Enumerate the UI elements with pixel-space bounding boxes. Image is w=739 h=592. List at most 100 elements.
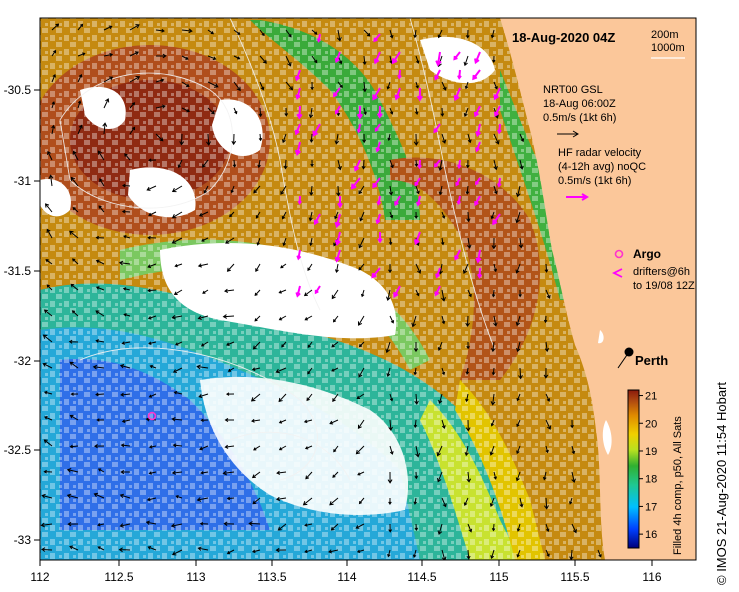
current-arrow: [283, 159, 288, 170]
current-arrow: [148, 158, 157, 162]
current-arrow: [490, 29, 495, 39]
current-arrow: [206, 133, 212, 146]
x-tick-label: 115.5: [560, 570, 589, 584]
current-arrow: [542, 471, 547, 481]
colorbar: 21 20 19 18 17 16: [627, 389, 657, 549]
current-arrow: [43, 390, 53, 395]
current-arrow: [278, 315, 287, 321]
current-arrow: [196, 364, 209, 370]
current-arrow: [230, 185, 235, 194]
current-arrow: [95, 310, 105, 317]
radar-arrow: [393, 285, 401, 298]
current-arrow: [309, 185, 314, 196]
current-arrow: [413, 497, 417, 505]
current-arrow: [118, 260, 131, 266]
current-arrow: [146, 185, 157, 191]
current-arrow: [356, 393, 365, 400]
current-arrow: [121, 419, 131, 423]
radar-arrow: [455, 177, 461, 187]
radar-arrow: [350, 177, 361, 190]
current-arrow: [77, 23, 84, 31]
current-arrow: [284, 107, 289, 117]
current-arrow: [545, 419, 552, 430]
current-arrow: [202, 159, 209, 168]
x-axis: 112 112.5 113 113.5 114 114.5 115 115.5 …: [30, 560, 662, 584]
current-arrow: [226, 263, 235, 272]
current-arrow: [281, 341, 287, 348]
current-arrow: [181, 107, 191, 113]
current-arrow: [175, 495, 183, 499]
current-arrow: [544, 341, 550, 353]
current-arrow: [146, 497, 157, 502]
current-arrow: [489, 445, 495, 456]
radar-arrow: [337, 195, 343, 209]
current-arrow: [465, 185, 470, 195]
current-arrow: [568, 497, 573, 505]
current-arrow: [463, 107, 469, 117]
current-arrow: [441, 367, 446, 376]
radar-arrow: [371, 267, 381, 279]
radar-arrow: [433, 159, 441, 168]
current-arrow: [302, 497, 313, 506]
current-arrow: [437, 341, 443, 351]
current-arrow: [466, 549, 471, 560]
current-arrow: [387, 471, 393, 484]
current-arrow: [518, 289, 522, 298]
current-arrow: [255, 211, 261, 219]
current-arrow: [250, 393, 261, 402]
current-arrow: [304, 549, 313, 554]
current-arrow: [304, 523, 313, 527]
current-arrow: [149, 364, 157, 369]
current-arrow: [385, 341, 391, 354]
current-arrow: [231, 133, 237, 146]
current-arrow: [71, 258, 79, 265]
current-arrow: [226, 549, 235, 555]
radar-arrow: [456, 195, 462, 206]
current-arrow: [223, 521, 235, 527]
current-arrow: [123, 313, 131, 317]
current-arrow: [129, 51, 139, 57]
current-arrow: [102, 122, 108, 135]
current-arrow: [327, 549, 339, 554]
current-arrow: [170, 523, 183, 528]
current-arrow: [147, 263, 157, 269]
current-arrow: [97, 468, 105, 473]
current-arrow: [201, 237, 209, 242]
current-arrow: [224, 288, 235, 293]
current-arrow: [387, 549, 391, 558]
current-arrow: [311, 29, 318, 35]
current-arrow: [363, 29, 371, 37]
current-arrow: [362, 133, 367, 144]
current-arrow: [519, 497, 524, 508]
radar-arrow: [391, 51, 401, 65]
current-arrow: [278, 419, 287, 424]
radar-arrow: [492, 213, 501, 226]
current-arrow: [545, 445, 549, 454]
current-arrow: [97, 546, 105, 551]
current-arrow: [256, 237, 261, 246]
radar-arrow: [376, 195, 382, 206]
current-arrow: [466, 237, 472, 249]
current-arrow: [544, 263, 549, 273]
current-arrow: [597, 549, 602, 558]
current-arrow: [491, 237, 497, 250]
current-arrow: [436, 445, 443, 457]
current-arrow: [545, 393, 551, 402]
current-arrow: [120, 469, 131, 475]
current-arrow: [66, 493, 79, 499]
radar-arrow: [435, 51, 442, 67]
current-arrow: [465, 315, 470, 327]
current-arrow: [307, 341, 313, 349]
current-arrow: [463, 497, 469, 506]
current-arrow: [386, 81, 391, 90]
current-arrow: [197, 263, 209, 268]
current-arrow: [389, 29, 394, 39]
current-arrow: [386, 289, 391, 302]
current-arrow: [226, 341, 235, 346]
current-arrow: [40, 522, 53, 528]
current-arrow: [202, 289, 209, 294]
current-arrow: [129, 24, 140, 31]
current-arrow: [199, 445, 209, 451]
current-arrow: [225, 392, 235, 396]
